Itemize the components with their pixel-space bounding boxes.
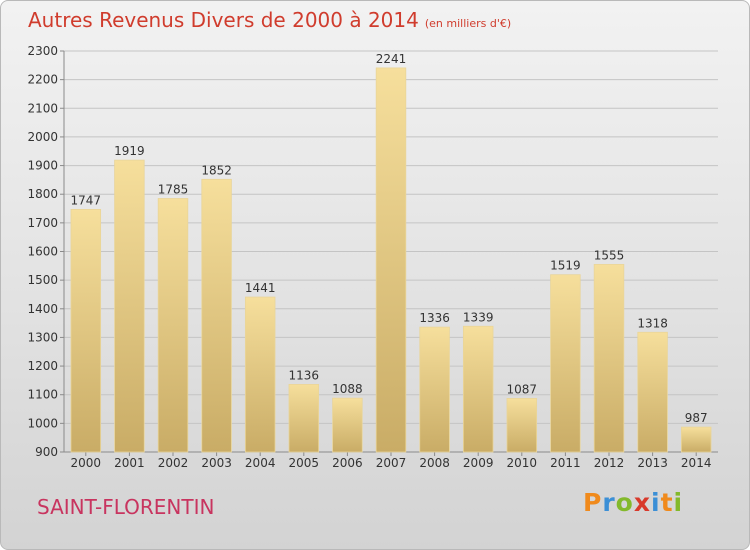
x-tick-label: 2008 bbox=[419, 456, 450, 470]
data-label: 1555 bbox=[594, 248, 625, 262]
data-label: 1336 bbox=[419, 311, 450, 325]
bar bbox=[332, 397, 363, 453]
x-tick-label: 2005 bbox=[289, 456, 320, 470]
logo-letter: r bbox=[602, 488, 616, 517]
logo-letter: x bbox=[633, 488, 651, 517]
x-tick-label: 2012 bbox=[594, 456, 625, 470]
y-tick-label: 1600 bbox=[27, 245, 58, 259]
y-tick-label: 1900 bbox=[27, 159, 58, 173]
y-tick-label: 1800 bbox=[27, 187, 58, 201]
y-tick-label: 1000 bbox=[27, 416, 58, 430]
data-label: 1785 bbox=[158, 183, 189, 197]
y-tick-label: 1500 bbox=[27, 273, 58, 287]
bar bbox=[114, 159, 145, 453]
bar bbox=[70, 208, 102, 453]
y-tick-label: 2000 bbox=[27, 130, 58, 144]
data-label: 1519 bbox=[550, 259, 581, 273]
data-label: 1441 bbox=[245, 281, 276, 295]
bar bbox=[462, 325, 494, 453]
bar bbox=[419, 326, 450, 453]
x-tick-label: 2001 bbox=[114, 456, 145, 470]
bar bbox=[637, 331, 668, 453]
x-tick-label: 2003 bbox=[201, 456, 232, 470]
logo-letter: i bbox=[651, 488, 661, 517]
data-label: 1136 bbox=[289, 368, 320, 382]
y-tick-label: 900 bbox=[35, 445, 58, 459]
y-tick-label: 2300 bbox=[27, 44, 58, 58]
data-labels: 1747 1919 1785 1852 1441 1136 1088 2241 1336 1339… bbox=[71, 52, 708, 425]
x-tick-label: 2014 bbox=[681, 456, 712, 470]
data-label: 1852 bbox=[201, 163, 232, 177]
bar bbox=[593, 263, 625, 453]
y-tick-label: 2200 bbox=[27, 73, 58, 87]
x-tick-label: 2009 bbox=[463, 456, 494, 470]
y-tick-label: 1200 bbox=[27, 359, 58, 373]
bar bbox=[157, 198, 189, 453]
y-tick-label: 1300 bbox=[27, 330, 58, 344]
logo-letter: t bbox=[660, 488, 674, 517]
bars bbox=[70, 67, 712, 453]
data-label: 1339 bbox=[463, 310, 494, 324]
proxiti-logo[interactable]: Proxiti bbox=[583, 488, 683, 517]
y-tick-label: 2100 bbox=[27, 101, 58, 115]
bar bbox=[201, 178, 232, 453]
chart-title: Autres Revenus Divers de 2000 à 2014 (en … bbox=[28, 8, 511, 32]
chart-subtitle: (en milliers d'€) bbox=[424, 17, 512, 30]
x-tick-label: 2013 bbox=[637, 456, 668, 470]
x-tick-label: 2010 bbox=[507, 456, 538, 470]
logo-letter: o bbox=[615, 488, 634, 517]
y-tick-label: 1100 bbox=[27, 388, 58, 402]
y-tick-label: 1400 bbox=[27, 302, 58, 316]
data-label: 2241 bbox=[376, 52, 407, 66]
data-label: 1919 bbox=[114, 144, 145, 158]
x-tick-label: 2002 bbox=[158, 456, 189, 470]
x-tick-labels: 2000 2001 2002 2003 2004 2005 2006 2007 2008 2009… bbox=[71, 456, 712, 470]
bar bbox=[288, 384, 320, 453]
bar bbox=[550, 274, 581, 453]
x-tick-label: 2006 bbox=[332, 456, 363, 470]
bar bbox=[244, 296, 276, 453]
y-tick-label: 1700 bbox=[27, 216, 58, 230]
x-tick-label: 2004 bbox=[245, 456, 276, 470]
data-label: 1318 bbox=[637, 316, 668, 330]
bar bbox=[680, 426, 712, 453]
y-tick-labels: 900 1000 1100 1200 1300 1400 1500 1600 1700 1800 1… bbox=[27, 44, 58, 459]
data-label: 1088 bbox=[332, 382, 363, 396]
logo-letter: P bbox=[583, 488, 603, 517]
bar bbox=[506, 398, 538, 453]
data-label: 1087 bbox=[507, 382, 538, 396]
x-tick-label: 2007 bbox=[376, 456, 407, 470]
chart-title-text: Autres Revenus Divers de 2000 à 2014 bbox=[28, 8, 419, 32]
x-tick-label: 2011 bbox=[550, 456, 581, 470]
logo-letter: i bbox=[673, 488, 684, 517]
data-label: 987 bbox=[685, 411, 708, 425]
city-name: SAINT-FLORENTIN bbox=[37, 495, 215, 519]
data-label: 1747 bbox=[71, 193, 102, 207]
x-tick-label: 2000 bbox=[71, 456, 102, 470]
bar bbox=[375, 67, 407, 453]
